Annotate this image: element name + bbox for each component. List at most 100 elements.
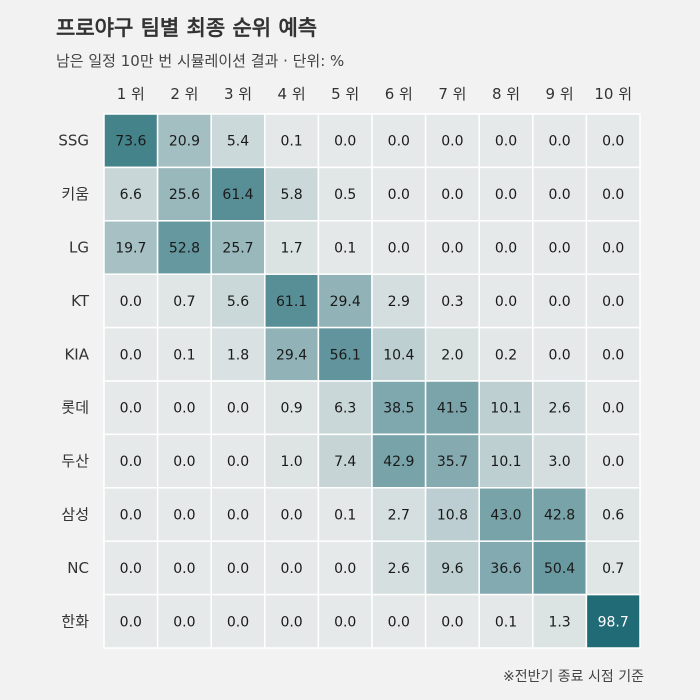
cell-value: 10.8 bbox=[437, 508, 468, 524]
heatmap-cells: 73.6 20.9 5.4 0.1 0.0 0.0 0.0 0.0 0.0 0.0 6.6 25.6 6… bbox=[103, 113, 641, 649]
cell-value: 5.8 bbox=[280, 187, 302, 203]
cell-value: 0.0 bbox=[120, 401, 142, 417]
cell-value: 3.0 bbox=[548, 454, 570, 470]
heatmap-cell bbox=[478, 220, 534, 275]
cell-value: 0.0 bbox=[227, 614, 249, 630]
cell-value: 10.1 bbox=[490, 454, 521, 470]
cell-value: 42.8 bbox=[544, 508, 575, 524]
cell-value: 0.1 bbox=[495, 614, 517, 630]
cell-value: 1.0 bbox=[280, 454, 302, 470]
cell-value: 42.9 bbox=[383, 454, 414, 470]
heatmap-cell bbox=[210, 273, 266, 329]
column-label: 4 위 bbox=[278, 85, 306, 103]
cell-value: 25.7 bbox=[222, 241, 253, 257]
cell-value: 0.0 bbox=[120, 347, 142, 363]
heatmap-cell bbox=[156, 380, 212, 436]
cell-value: 0.0 bbox=[227, 401, 249, 417]
cell-value: 0.0 bbox=[173, 614, 195, 630]
heatmap-cell bbox=[585, 326, 641, 382]
cell-value: 0.0 bbox=[388, 614, 410, 630]
cell-value: 0.1 bbox=[280, 134, 302, 150]
row-label: 한화 bbox=[61, 612, 89, 630]
cell-value: 6.6 bbox=[120, 187, 142, 203]
heatmap-cell bbox=[156, 487, 212, 542]
cell-value: 0.7 bbox=[602, 561, 624, 577]
row-label: NC bbox=[67, 559, 89, 577]
heatmap-cell bbox=[424, 273, 480, 329]
cell-value: 0.0 bbox=[602, 134, 624, 150]
cell-value: 9.6 bbox=[441, 561, 463, 577]
heatmap-cell bbox=[371, 326, 427, 382]
heatmap-cell bbox=[424, 220, 480, 275]
row-label: LG bbox=[69, 239, 89, 257]
column-label: 5 위 bbox=[331, 85, 359, 103]
heatmap-cell bbox=[478, 593, 534, 649]
cell-value: 0.0 bbox=[548, 347, 570, 363]
column-label: 7 위 bbox=[438, 85, 466, 103]
column-labels: 1 위 2 위 3 위 4 위 5 위 6 위 7 위 8 위 9 위 10 위 bbox=[117, 85, 632, 103]
heatmap-cell bbox=[103, 113, 159, 169]
cell-value: 0.0 bbox=[495, 294, 517, 310]
heatmap-cell bbox=[210, 593, 266, 649]
cell-value: 0.0 bbox=[548, 187, 570, 203]
cell-value: 0.0 bbox=[441, 241, 463, 257]
cell-value: 0.0 bbox=[388, 134, 410, 150]
cell-value: 50.4 bbox=[544, 561, 575, 577]
cell-value: 19.7 bbox=[115, 241, 146, 257]
cell-value: 5.4 bbox=[227, 134, 249, 150]
cell-value: 36.6 bbox=[490, 561, 521, 577]
cell-value: 2.9 bbox=[388, 294, 410, 310]
heatmap-cell bbox=[264, 166, 320, 222]
cell-value: 0.0 bbox=[602, 347, 624, 363]
heatmap-cell bbox=[317, 593, 373, 649]
cell-value: 0.0 bbox=[173, 561, 195, 577]
cell-value: 6.3 bbox=[334, 401, 356, 417]
cell-value: 2.6 bbox=[388, 561, 410, 577]
heatmap-cell bbox=[210, 487, 266, 542]
column-label: 3 위 bbox=[224, 85, 252, 103]
cell-value: 0.0 bbox=[495, 134, 517, 150]
heatmap-cell bbox=[585, 220, 641, 275]
column-label: 10 위 bbox=[594, 85, 632, 103]
cell-value: 0.0 bbox=[120, 454, 142, 470]
cell-value: 2.7 bbox=[388, 508, 410, 524]
cell-value: 0.0 bbox=[388, 187, 410, 203]
heatmap-cell bbox=[371, 540, 427, 596]
cell-value: 0.0 bbox=[602, 294, 624, 310]
heatmap-cell bbox=[478, 166, 534, 222]
heatmap-cell bbox=[103, 380, 159, 436]
heatmap-cell bbox=[424, 380, 480, 436]
heatmap-cell bbox=[317, 433, 373, 489]
cell-value: 61.4 bbox=[222, 187, 253, 203]
heatmap-cell bbox=[532, 593, 588, 649]
cell-value: 20.9 bbox=[169, 134, 200, 150]
row-label: 롯데 bbox=[61, 399, 89, 417]
row-label: KT bbox=[71, 292, 90, 310]
heatmap-cell bbox=[424, 326, 480, 382]
cell-value: 0.0 bbox=[548, 294, 570, 310]
cell-value: 0.0 bbox=[120, 508, 142, 524]
column-label: 2 위 bbox=[170, 85, 198, 103]
row-label: KIA bbox=[64, 345, 89, 363]
cell-value: 1.7 bbox=[280, 241, 302, 257]
heatmap-cell bbox=[585, 166, 641, 222]
heatmap-cell bbox=[156, 433, 212, 489]
cell-value: 0.0 bbox=[495, 241, 517, 257]
cell-value: 0.0 bbox=[495, 187, 517, 203]
cell-value: 98.7 bbox=[598, 614, 629, 630]
heatmap-cell bbox=[264, 487, 320, 542]
cell-value: 0.2 bbox=[495, 347, 517, 363]
heatmap-cell bbox=[156, 593, 212, 649]
footnote: ※전반기 종료 시점 기준 bbox=[502, 669, 644, 685]
cell-value: 0.1 bbox=[173, 347, 195, 363]
chart-subtitle: 남은 일정 10만 번 시뮬레이션 결과 · 단위: % bbox=[56, 52, 345, 70]
heatmap-cell bbox=[532, 433, 588, 489]
heatmap-cell bbox=[156, 220, 212, 275]
cell-value: 29.4 bbox=[330, 294, 361, 310]
heatmap-cell bbox=[103, 593, 159, 649]
cell-value: 10.1 bbox=[490, 401, 521, 417]
cell-value: 52.8 bbox=[169, 241, 200, 257]
cell-value: 0.0 bbox=[548, 241, 570, 257]
heatmap-cell bbox=[478, 326, 534, 382]
